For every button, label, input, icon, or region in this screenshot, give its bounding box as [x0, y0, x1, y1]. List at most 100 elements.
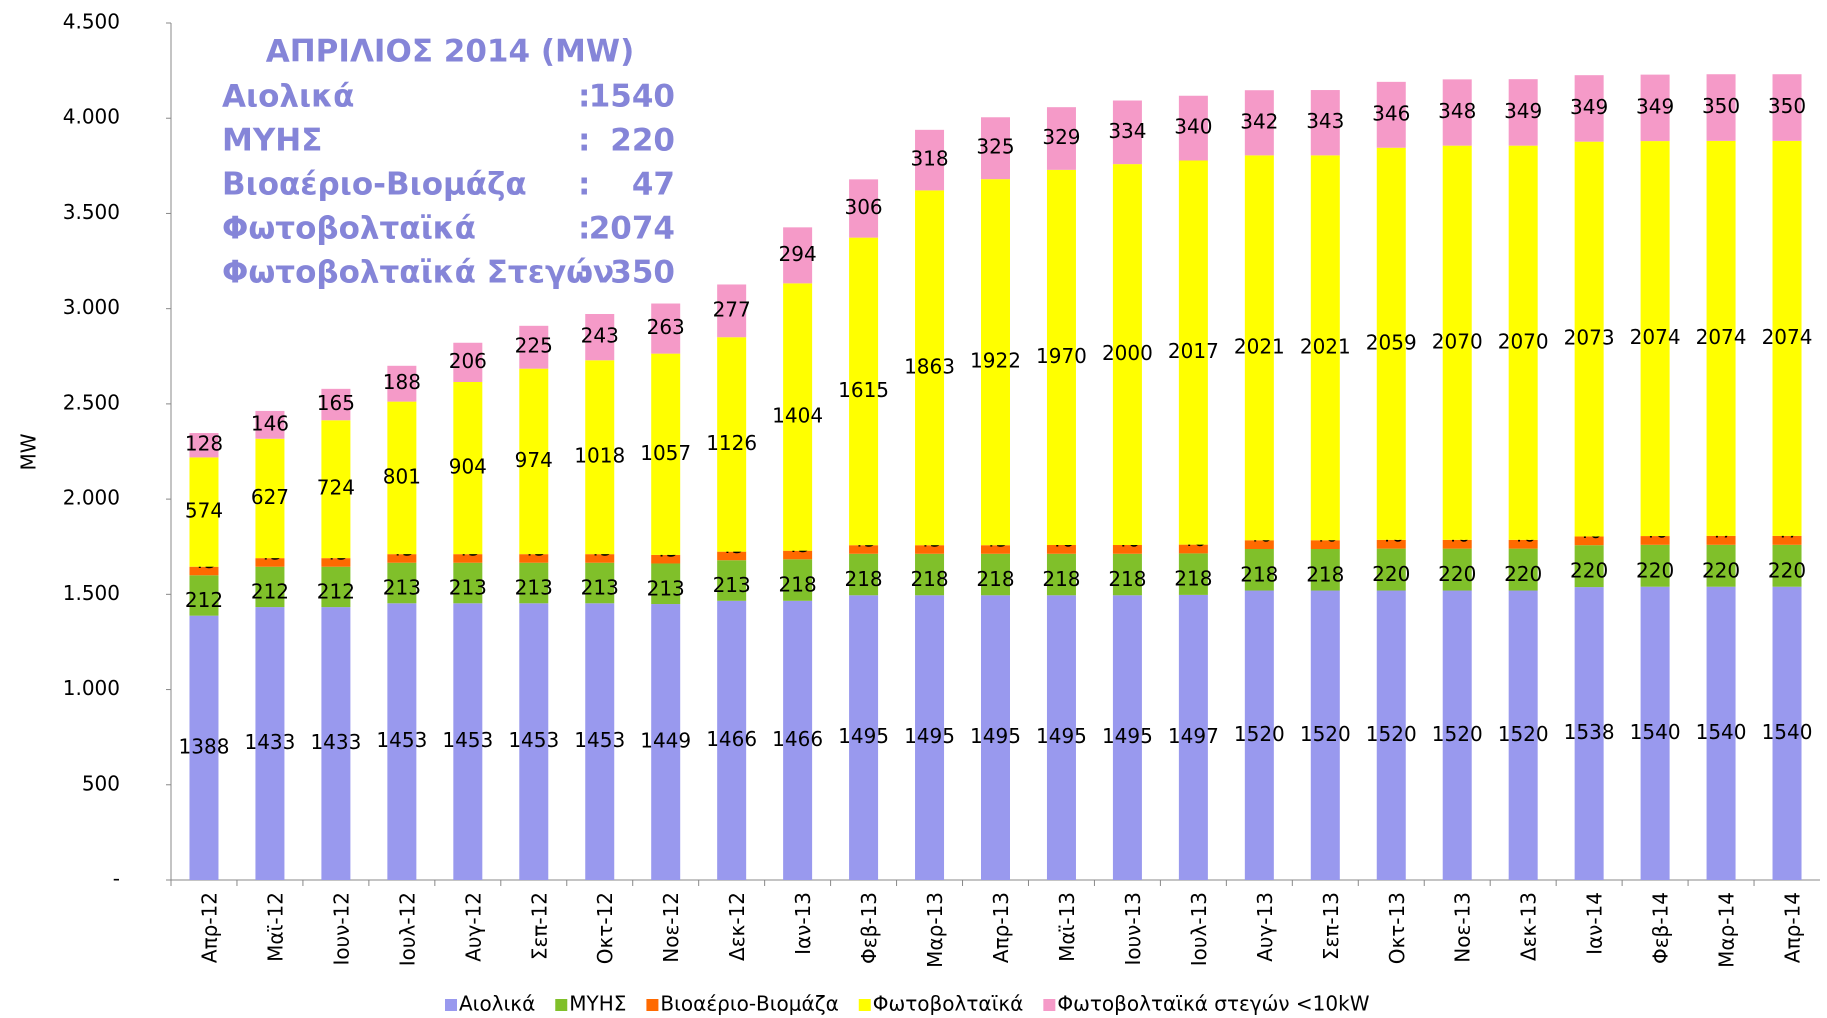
x-tick-label: Αυγ-12 [461, 892, 485, 962]
bar-segment [1508, 539, 1538, 549]
data-label: 2021 [1234, 334, 1285, 358]
data-label: 2059 [1366, 330, 1417, 354]
legend-label: Φωτοβολταϊκά [873, 992, 1024, 1016]
bar-segment [651, 303, 681, 354]
bar-segment [981, 117, 1010, 180]
data-label: 1497 [1168, 724, 1219, 748]
x-tick-label: Φεβ-13 [857, 892, 881, 964]
data-label: 801 [383, 464, 421, 488]
data-label: 1466 [772, 727, 823, 751]
annotation-separator: : [578, 211, 590, 247]
bar-segment [1442, 539, 1472, 549]
bar-segment [849, 553, 879, 596]
bar-segment [1442, 79, 1472, 146]
annotation-value: 1540 [589, 79, 675, 115]
bar-segment [189, 615, 219, 880]
data-label: 2070 [1498, 329, 1549, 353]
bar-segment [651, 554, 681, 564]
data-label: 218 [1240, 562, 1278, 586]
x-tick-label: Οκτ-13 [1385, 892, 1409, 964]
x-tick-label: Αυγ-13 [1253, 892, 1277, 962]
legend-label: Αιολικά [459, 992, 535, 1016]
bar-segment [1772, 74, 1802, 141]
data-label: 225 [515, 334, 553, 358]
data-label: 146 [251, 411, 289, 435]
bar-segment [915, 595, 945, 880]
data-label: 206 [449, 349, 487, 373]
bar-segment [1442, 145, 1472, 540]
bar-segment [519, 325, 549, 369]
bar-segment [519, 603, 549, 880]
data-label: 627 [251, 485, 289, 509]
bar-segment [1112, 164, 1142, 546]
data-label: 213 [581, 576, 619, 600]
bar-segment [849, 595, 879, 880]
data-label: 1495 [1102, 724, 1153, 748]
bar-segment [453, 562, 483, 604]
bar-segment [981, 553, 1010, 596]
bar-segment [915, 190, 945, 546]
data-label: 220 [1636, 558, 1674, 582]
bar-segment [1772, 544, 1802, 587]
data-label: 213 [515, 576, 553, 600]
bar-segment [387, 554, 417, 563]
data-label: 349 [1570, 95, 1608, 119]
data-label: 218 [844, 567, 882, 591]
data-label: 1388 [179, 734, 230, 758]
bar-segment [453, 603, 483, 880]
x-tick-label: Ιουλ-12 [395, 892, 419, 966]
bar-segment [1244, 540, 1274, 550]
data-label: 343 [1306, 109, 1344, 133]
data-label: 1520 [1300, 722, 1351, 746]
data-label: 218 [1306, 562, 1344, 586]
x-tick-label: Σεπ-12 [527, 892, 551, 960]
data-label: 220 [1702, 558, 1740, 582]
bar-segment [453, 342, 483, 382]
x-tick-label: Ιουν-13 [1121, 892, 1145, 966]
bar-segment [1772, 535, 1802, 545]
bar-segment [255, 410, 285, 439]
data-label: 213 [449, 576, 487, 600]
y-tick-label: 4.500 [63, 10, 120, 34]
bar-segment [1310, 540, 1340, 550]
bar-segment [189, 433, 219, 458]
data-label: 220 [1570, 559, 1608, 583]
x-tick-label: Μαρ-14 [1715, 892, 1739, 968]
data-label: 213 [713, 573, 751, 597]
data-label: 165 [317, 391, 355, 415]
bar-segment [849, 237, 879, 546]
bar-segment [1178, 95, 1208, 161]
bar-segment [1508, 79, 1538, 146]
x-tick-label: Μαϊ-12 [263, 892, 287, 962]
y-axis-label: MW [17, 433, 41, 470]
data-label: 1433 [244, 730, 295, 754]
data-label: 974 [515, 448, 553, 472]
bar-segment [255, 558, 285, 567]
data-label: 1453 [442, 728, 493, 752]
legend-swatch [858, 999, 871, 1011]
data-label: 2074 [1762, 325, 1813, 349]
x-tick-label: Σεπ-13 [1319, 892, 1343, 960]
bar-segment [189, 457, 219, 567]
data-label: 1495 [1036, 724, 1087, 748]
data-label: 1540 [1630, 720, 1681, 744]
x-tick-label: Απρ-14 [1781, 892, 1805, 963]
data-label: 1057 [640, 441, 691, 465]
annotation-title: ΑΠΡΙΛΙΟΣ 2014 (MW) [266, 34, 635, 70]
bar-segment [585, 313, 615, 361]
data-label: 334 [1108, 119, 1146, 143]
bar-segment [717, 600, 747, 880]
bar-segment [717, 560, 747, 601]
data-label: 1520 [1498, 722, 1549, 746]
data-label: 213 [647, 576, 685, 600]
data-label: 306 [844, 195, 882, 219]
bar-segment [1046, 595, 1076, 880]
bar-segment [189, 566, 219, 576]
data-label: 340 [1174, 115, 1212, 139]
bar-segment [1112, 595, 1142, 880]
bar-segment [915, 545, 945, 554]
y-tick-label: 1.500 [63, 581, 120, 605]
bar-segment [453, 381, 483, 555]
data-label: 1520 [1234, 722, 1285, 746]
